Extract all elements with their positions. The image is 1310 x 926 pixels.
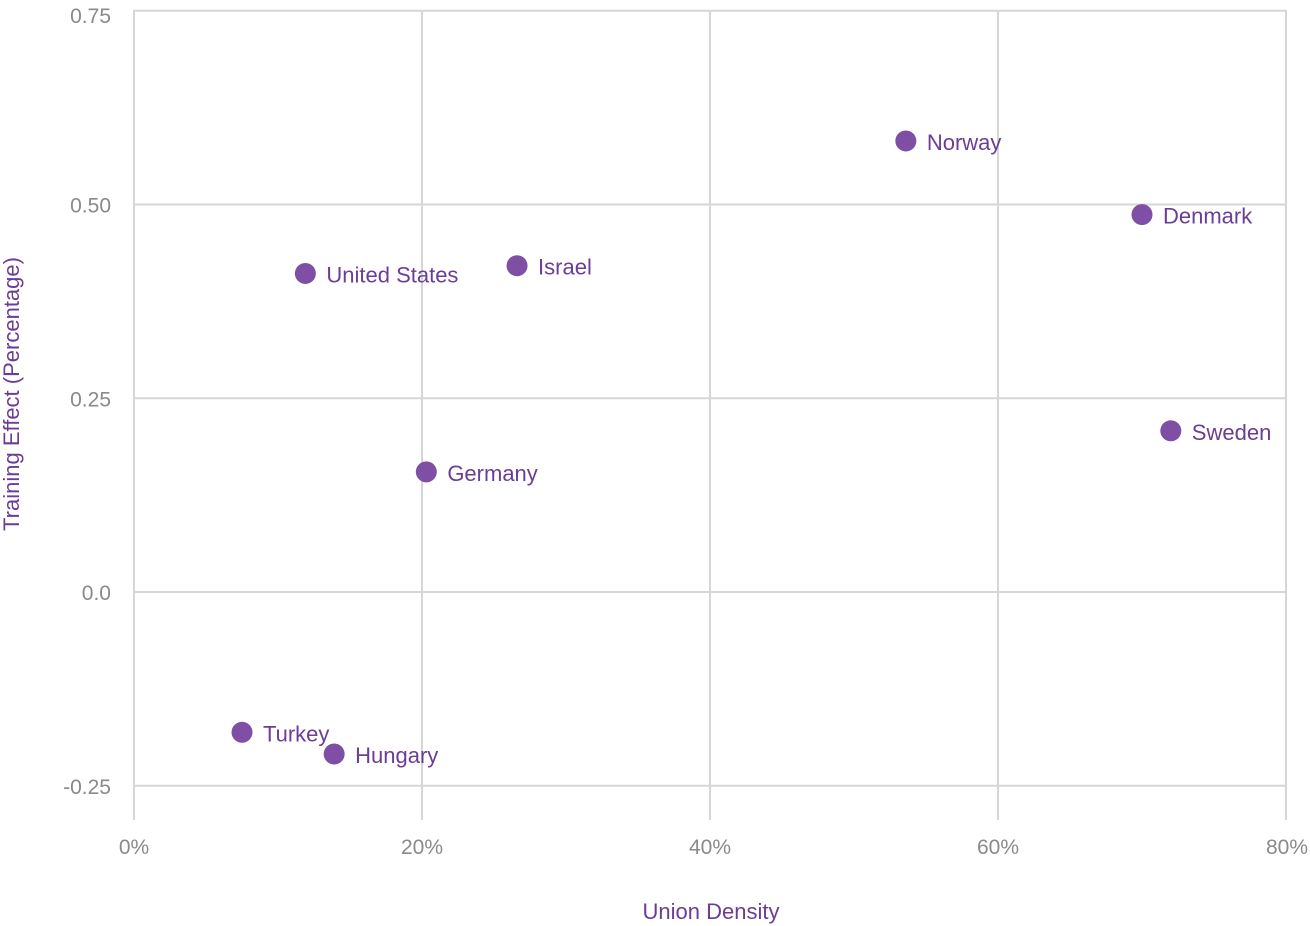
point-label: Sweden: [1192, 420, 1272, 445]
x-tick-label: 20%: [401, 836, 443, 859]
x-tick-label: 40%: [689, 836, 731, 859]
data-point: [1160, 420, 1182, 442]
point-label: United States: [326, 262, 458, 287]
data-point: [895, 130, 917, 152]
tick-labels: 0% 20% 40% 60% 80% -0.25 0.0 0.25 0.50 0.75: [63, 5, 1308, 859]
point-label: Norway: [927, 130, 1002, 155]
data-point: [415, 461, 437, 483]
x-tick-label: 60%: [977, 836, 1019, 859]
point-label: Denmark: [1163, 204, 1253, 229]
y-tick-label: 0.75: [70, 5, 111, 28]
x-axis-title: Union Density: [643, 899, 780, 924]
y-tick-label: 0.25: [70, 388, 111, 411]
y-tick-label: -0.25: [63, 776, 111, 799]
data-point: [506, 255, 528, 277]
data-point: [323, 743, 345, 765]
y-tick-label: 0.0: [82, 582, 111, 605]
point-label: Israel: [538, 255, 592, 280]
x-tick-label: 0%: [119, 836, 149, 859]
point-label: Germany: [447, 461, 537, 486]
data-point: [231, 721, 253, 743]
data-point: [1131, 204, 1153, 226]
point-label: Hungary: [355, 743, 438, 768]
y-tick-label: 0.50: [70, 195, 111, 218]
grid-lines: [133, 9, 1287, 820]
point-label: Turkey: [263, 721, 329, 746]
y-axis-title: Training Effect (Percentage): [0, 257, 24, 531]
x-tick-label: 80%: [1266, 836, 1308, 859]
data-point: [294, 262, 316, 284]
data-points: Norway Denmark United States Israel Sweden Ge…: [231, 130, 1272, 768]
